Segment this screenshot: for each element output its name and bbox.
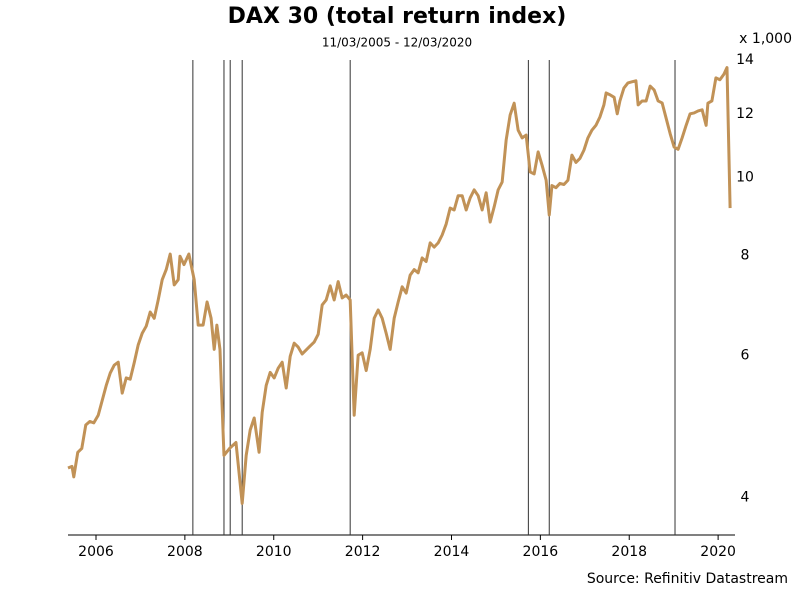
y-tick-label: 14 bbox=[736, 52, 754, 68]
x-tick-label: 2020 bbox=[700, 544, 736, 560]
x-tick-label: 2018 bbox=[611, 544, 647, 560]
x-tick-label: 2016 bbox=[523, 544, 559, 560]
y-tick-label: 10 bbox=[736, 169, 754, 185]
x-tick-label: 2006 bbox=[78, 544, 114, 560]
chart-title: DAX 30 (total return index) bbox=[228, 4, 567, 29]
y-tick-label: 8 bbox=[741, 247, 750, 263]
y-tick-label: 4 bbox=[741, 489, 750, 505]
x-tick-label: 2014 bbox=[434, 544, 470, 560]
chart-subtitle: 11/03/2005 - 12/03/2020 bbox=[322, 36, 472, 50]
x-tick-label: 2012 bbox=[345, 544, 381, 560]
x-tick-label: 2008 bbox=[167, 544, 203, 560]
index-line bbox=[67, 66, 732, 505]
source: Source: Refinitiv Datastream bbox=[587, 571, 788, 587]
y-tick-label: 12 bbox=[736, 106, 754, 122]
y-unit-label: x 1,000 bbox=[739, 31, 792, 47]
x-tick-label: 2010 bbox=[256, 544, 292, 560]
y-tick-label: 6 bbox=[741, 348, 750, 364]
